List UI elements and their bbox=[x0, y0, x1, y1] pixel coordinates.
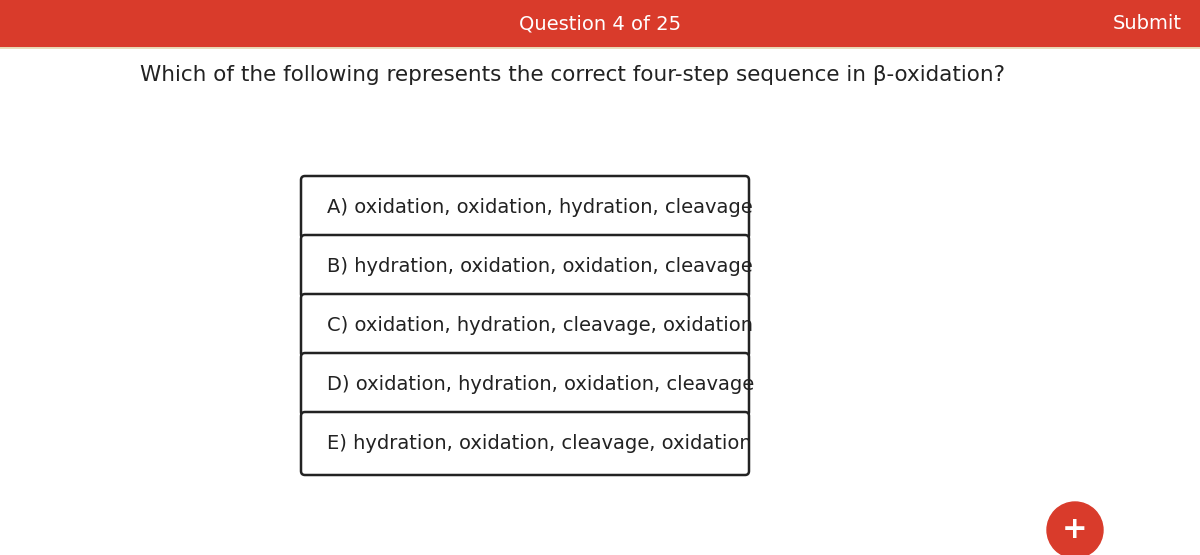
Text: E) hydration, oxidation, cleavage, oxidation: E) hydration, oxidation, cleavage, oxida… bbox=[326, 434, 751, 453]
FancyBboxPatch shape bbox=[0, 0, 1200, 47]
Text: Submit: Submit bbox=[1114, 14, 1182, 33]
Text: +: + bbox=[1062, 516, 1088, 544]
Text: Which of the following represents the correct four-step sequence in β-oxidation?: Which of the following represents the co… bbox=[140, 65, 1006, 85]
FancyBboxPatch shape bbox=[301, 176, 749, 239]
FancyBboxPatch shape bbox=[301, 294, 749, 357]
FancyBboxPatch shape bbox=[301, 412, 749, 475]
Text: C) oxidation, hydration, cleavage, oxidation: C) oxidation, hydration, cleavage, oxida… bbox=[326, 316, 754, 335]
Text: A) oxidation, oxidation, hydration, cleavage: A) oxidation, oxidation, hydration, clea… bbox=[326, 198, 752, 217]
Circle shape bbox=[1046, 502, 1103, 555]
Text: B) hydration, oxidation, oxidation, cleavage: B) hydration, oxidation, oxidation, clea… bbox=[326, 257, 752, 276]
Text: Question 4 of 25: Question 4 of 25 bbox=[518, 14, 682, 33]
Text: D) oxidation, hydration, oxidation, cleavage: D) oxidation, hydration, oxidation, clea… bbox=[326, 375, 755, 394]
FancyBboxPatch shape bbox=[301, 235, 749, 298]
FancyBboxPatch shape bbox=[301, 353, 749, 416]
